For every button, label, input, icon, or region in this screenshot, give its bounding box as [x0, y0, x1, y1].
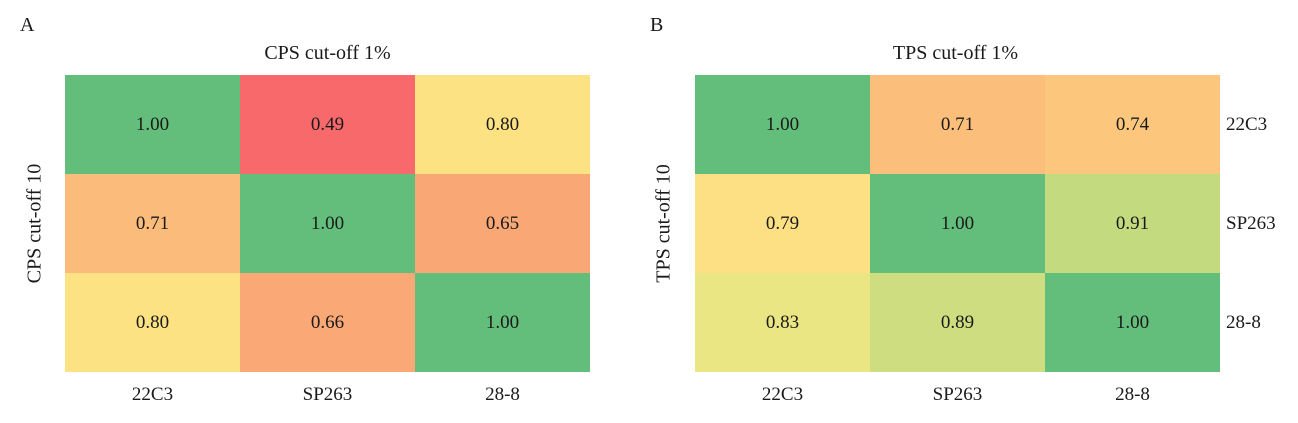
heatmap-cell: 1.00: [695, 75, 870, 174]
heatmap-cell: 0.80: [65, 273, 240, 372]
heatmap-cell: 0.89: [870, 273, 1045, 372]
heatmap-cell: 0.49: [240, 75, 415, 174]
heatmap-cell: 0.83: [695, 273, 870, 372]
heatmap-panel-b: B TPS cut-off 1% TPS cut-off 10 1.00 0.71…: [649, 0, 1298, 423]
x-tick-label: SP263: [932, 384, 983, 405]
x-tick-label: 28-8: [485, 384, 520, 405]
x-tick-label: 22C3: [131, 384, 174, 405]
heatmap-cell: 0.80: [415, 75, 590, 174]
chart-title: CPS cut-off 1%: [264, 42, 391, 64]
y-axis-label: TPS cut-off 10: [652, 164, 675, 283]
heatmap-grid: 1.00 0.49 0.80 0.71 1.00 0.65 0.80 0.66 1.00: [65, 75, 590, 372]
chart-title: TPS cut-off 1%: [892, 42, 1019, 64]
heatmap-cell: 1.00: [415, 273, 590, 372]
heatmap-grid: 1.00 0.71 0.74 0.79 1.00 0.91 0.83 0.89 1.00: [695, 75, 1220, 372]
heatmap-cell: 1.00: [1045, 273, 1220, 372]
heatmap-cell: 0.71: [65, 174, 240, 273]
y-tick-label: 28-8: [1226, 312, 1261, 333]
heatmap-cell: 0.65: [415, 174, 590, 273]
x-tick-label: SP263: [302, 384, 353, 405]
x-tick-label: 28-8: [1115, 384, 1150, 405]
heatmap-panel-a: A CPS cut-off 1% CPS cut-off 10 1.00 0.49…: [20, 14, 590, 405]
heatmap-cell: 0.91: [1045, 174, 1220, 273]
y-axis-label: CPS cut-off 10: [23, 163, 46, 284]
y-tick-label: SP263: [1226, 213, 1276, 234]
heatmap-cell: 1.00: [240, 174, 415, 273]
panel-label: A: [20, 14, 35, 36]
heatmap-cell: 0.71: [870, 75, 1045, 174]
heatmap-cell: 1.00: [65, 75, 240, 174]
heatmap-cell: 0.66: [240, 273, 415, 372]
heatmap-cell: 0.79: [695, 174, 870, 273]
x-tick-label: 22C3: [761, 384, 804, 405]
y-tick-label: 22C3: [1226, 114, 1268, 135]
heatmap-cell: 1.00: [870, 174, 1045, 273]
heatmap-cell: 0.74: [1045, 75, 1220, 174]
panel-label: B: [650, 14, 664, 36]
